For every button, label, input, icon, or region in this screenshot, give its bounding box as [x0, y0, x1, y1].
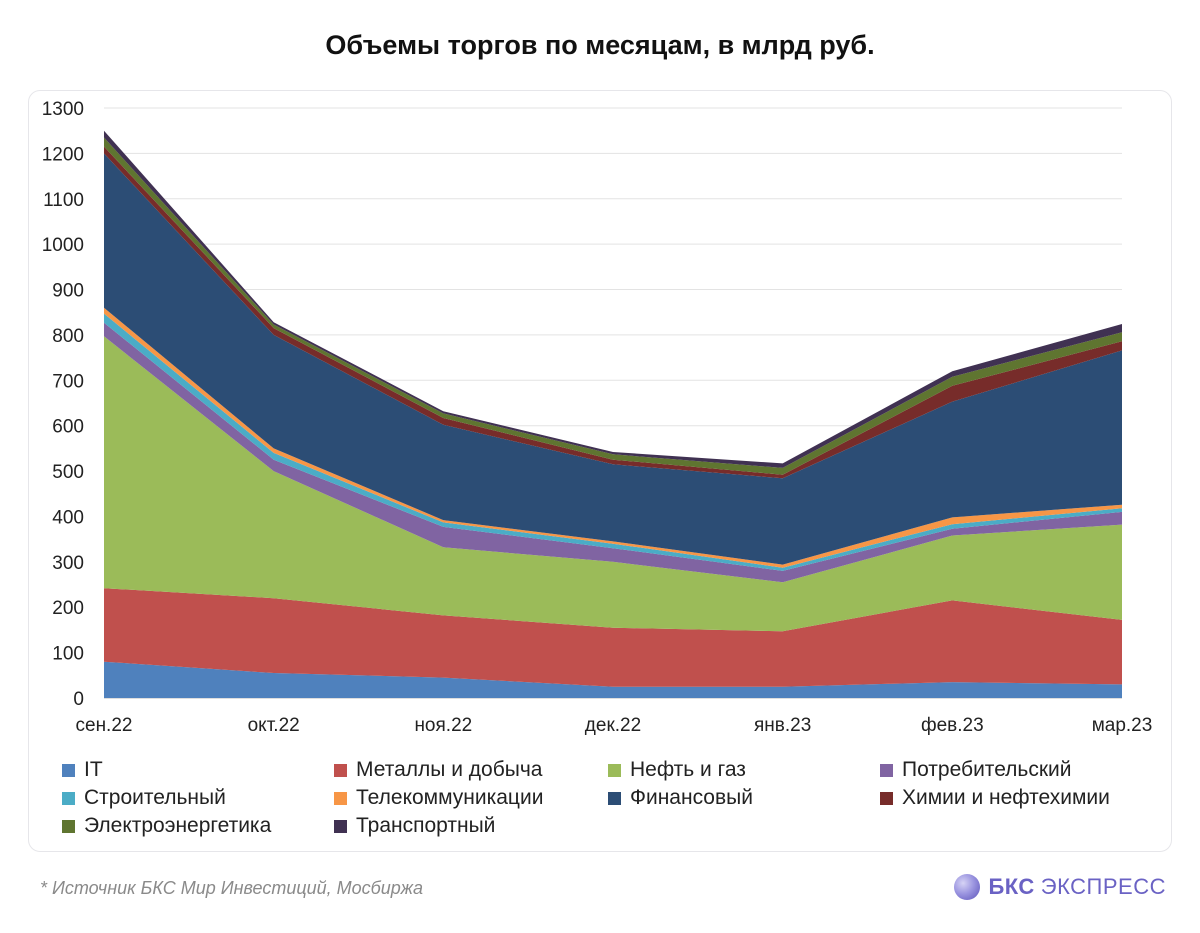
chart-title: Объемы торгов по месяцам, в млрд руб. [325, 30, 875, 60]
legend-swatch [880, 763, 893, 777]
source-footnote: * Источник БКС Мир Инвестиций, Мосбиржа [40, 878, 424, 898]
area-series-Металлы и добыча [104, 588, 1122, 687]
legend-swatch [608, 763, 621, 777]
legend-item: Нефть и газ [608, 758, 746, 782]
x-axis-tick-labels: сен.22 окт.22 ноя.22 дек.22 янв.23 фев.23 мар.… [76, 715, 1153, 736]
brand-name-secondary: ЭКСПРЕСС [1040, 874, 1166, 899]
legend-swatch [608, 791, 621, 805]
legend-item: Строительный [62, 786, 226, 810]
legend-swatch [334, 763, 347, 777]
x-tick-label: мар.23 [1092, 715, 1153, 736]
area-series-Нефть и газ [104, 336, 1122, 632]
y-tick-label: 900 [52, 281, 84, 302]
y-tick-label: 100 [52, 644, 84, 665]
legend-item: Электроэнергетика [62, 814, 271, 838]
y-tick-label: 1000 [42, 235, 84, 256]
legend-swatch [334, 791, 347, 805]
y-tick-label: 400 [52, 507, 84, 528]
legend-label: Потребительский [902, 758, 1072, 781]
legend-label: Химии и нефтехимии [902, 786, 1110, 809]
y-axis-tick-labels: 0 100 200 300 400 500 600 700 800 900 1000 1100 1200… [42, 99, 84, 710]
x-tick-label: окт.22 [248, 715, 300, 736]
legend-item: Телекоммуникации [334, 786, 543, 810]
legend-swatch [62, 791, 75, 805]
legend-label: Нефть и газ [630, 758, 746, 781]
legend-label: IT [84, 758, 103, 781]
y-tick-label: 0 [73, 689, 84, 710]
y-tick-label: 500 [52, 462, 84, 483]
legend-label: Электроэнергетика [84, 814, 272, 837]
x-tick-label: фев.23 [921, 715, 984, 736]
x-tick-label: сен.22 [76, 715, 133, 736]
y-tick-label: 800 [52, 326, 84, 347]
legend-swatch [334, 819, 347, 833]
brand-sphere-icon [954, 874, 981, 900]
area-series [104, 130, 1122, 698]
y-tick-label: 1100 [43, 190, 84, 211]
y-tick-label: 300 [52, 553, 84, 574]
legend-label: Телекоммуникации [356, 786, 544, 809]
legend-item: Металлы и добыча [334, 758, 542, 782]
legend-item: Потребительский [880, 758, 1072, 782]
legend-label: Финансовый [630, 786, 753, 809]
y-tick-label: 1300 [42, 99, 84, 120]
legend-item: Транспортный [334, 814, 495, 838]
y-tick-label: 1200 [42, 144, 84, 165]
legend-swatch [62, 763, 75, 777]
x-tick-label: ноя.22 [414, 715, 472, 736]
brand-name: БКС [988, 874, 1035, 899]
legend-label: Металлы и добыча [356, 758, 543, 781]
area-series-IT [104, 661, 1122, 698]
y-tick-label: 200 [52, 598, 84, 619]
legend-item: Финансовый [608, 786, 753, 810]
area-series-Финансовый [104, 153, 1122, 565]
legend-item: IT [62, 758, 103, 782]
legend-swatch [880, 791, 893, 805]
stacked-area-chart: 0 100 200 300 400 500 600 700 800 900 1000 1100 1200… [42, 99, 1153, 736]
legend-swatch [62, 819, 75, 833]
x-tick-label: дек.22 [585, 715, 641, 736]
legend-label: Транспортный [356, 814, 496, 837]
x-tick-label: янв.23 [754, 715, 811, 736]
legend-item: Химии и нефтехимии [880, 786, 1110, 810]
y-tick-label: 700 [52, 371, 84, 392]
legend-label: Строительный [84, 786, 226, 809]
brand-logo-block: БКС ЭКСПРЕСС [954, 874, 1166, 900]
y-tick-label: 600 [52, 417, 84, 438]
